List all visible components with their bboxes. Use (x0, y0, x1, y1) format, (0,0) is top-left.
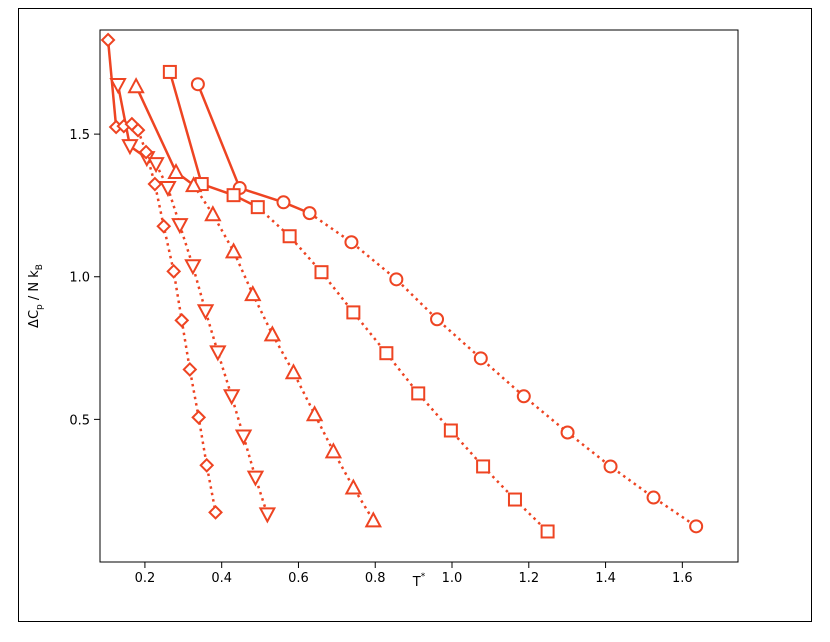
marker (222, 389, 241, 406)
x-tick-label: 1.0 (442, 571, 463, 586)
series-line (168, 70, 260, 209)
marker (109, 78, 127, 95)
y-tick-label: 1.5 (69, 128, 90, 143)
marker (476, 459, 491, 474)
y-label-sub: B (35, 264, 45, 270)
x-label-main: T (412, 575, 421, 590)
marker (324, 442, 343, 459)
marker (182, 362, 198, 377)
y-label-part: / N k (27, 270, 42, 305)
marker (344, 235, 359, 250)
marker (258, 507, 277, 524)
marker (208, 504, 223, 520)
marker (138, 144, 154, 160)
marker (184, 176, 203, 193)
marker (184, 259, 202, 276)
series-line (134, 84, 195, 187)
y-tick-label: 1.0 (69, 271, 90, 286)
y-tick-label: 0.5 (69, 413, 90, 428)
marker (389, 272, 404, 287)
marker (507, 492, 522, 507)
marker (174, 312, 190, 328)
marker (305, 405, 324, 422)
marker (167, 162, 185, 180)
marker (516, 389, 531, 404)
marker (224, 242, 243, 259)
marker (196, 304, 215, 321)
marker (314, 265, 329, 280)
plot-frame (99, 29, 739, 563)
x-tick-label: 0.6 (288, 571, 309, 586)
series-line (256, 206, 549, 533)
marker (276, 195, 291, 210)
marker (204, 205, 222, 222)
marker (191, 409, 207, 425)
marker (284, 363, 303, 380)
marker (190, 77, 205, 92)
marker (159, 181, 177, 198)
series-line (308, 212, 697, 528)
marker (171, 218, 189, 235)
marker (689, 519, 704, 534)
x-axis-label: T* (412, 572, 426, 590)
marker (603, 459, 618, 474)
marker (147, 157, 165, 174)
series-line (154, 163, 269, 515)
marker (156, 218, 172, 234)
marker (246, 470, 265, 487)
marker (100, 32, 116, 48)
series-line (192, 184, 375, 522)
marker (282, 229, 297, 244)
x-tick-label: 0.8 (365, 571, 386, 586)
series-line (196, 82, 311, 215)
marker (147, 176, 163, 192)
marker (130, 122, 146, 138)
marker (443, 423, 458, 438)
marker (209, 345, 227, 362)
marker (430, 312, 445, 327)
y-label-part: ΔC (27, 310, 42, 328)
y-axis-label: ΔCp / N kB (27, 264, 45, 328)
marker (473, 351, 488, 366)
marker (250, 200, 265, 215)
x-tick-label: 1.6 (672, 571, 693, 586)
x-tick-label: 1.2 (518, 571, 539, 586)
x-tick-label: 1.4 (595, 571, 616, 586)
marker (127, 77, 145, 94)
marker (166, 263, 182, 279)
x-tick-label: 0.4 (211, 571, 232, 586)
marker (234, 429, 253, 446)
x-tick-label: 0.2 (135, 571, 156, 586)
x-label-sup: * (421, 572, 426, 582)
series-line (136, 129, 217, 513)
marker (244, 285, 262, 302)
marker (344, 478, 363, 495)
marker (560, 425, 575, 440)
marker (226, 188, 241, 203)
marker (646, 490, 661, 505)
y-label-sub: p (35, 304, 45, 310)
marker (199, 457, 215, 473)
marker (302, 206, 317, 221)
marker (263, 325, 282, 342)
outer-frame (18, 8, 812, 622)
marker (346, 305, 361, 320)
marker (411, 386, 426, 401)
marker (364, 511, 382, 528)
marker (379, 346, 394, 361)
marker (121, 139, 139, 156)
marker (162, 64, 177, 79)
marker (540, 524, 555, 539)
